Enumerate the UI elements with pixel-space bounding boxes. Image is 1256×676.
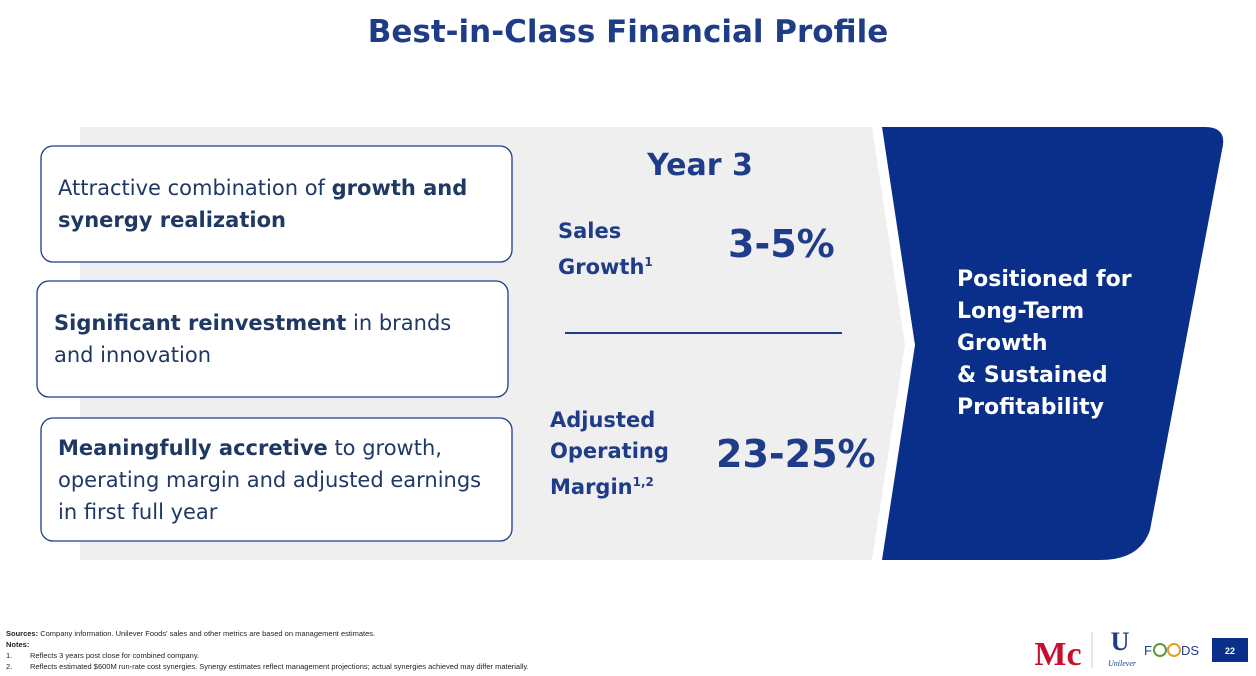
bold-text: Meaningfully accretive [58, 436, 328, 460]
box-text: Significant reinvestment in brands and i… [54, 307, 494, 371]
unilever-mark: U [1111, 627, 1130, 656]
foods-logo: F [1144, 643, 1152, 658]
panel-text: Positioned for Long-Term Growth & Sustained… [957, 264, 1132, 424]
note-text: Reflects estimated $600M run-rate cost s… [30, 661, 529, 671]
box [40, 145, 513, 263]
bold-text: Significant reinvestment [54, 311, 347, 335]
footnote-ref: 1 [644, 255, 653, 269]
box-text: Meaningfully accretive to growth, operat… [58, 432, 498, 528]
logo-circle [1153, 643, 1167, 657]
footnote-ref: 1,2 [632, 475, 654, 489]
text: Attractive combination of [58, 176, 332, 200]
text: to growth, operating margin and adjusted… [58, 436, 482, 524]
blue-panel [882, 127, 1224, 560]
panel-line: Growth [957, 331, 1048, 356]
metric-label: Adjusted Operating Margin1,2 [550, 405, 669, 503]
metric-label: Sales Growth1 [558, 216, 653, 283]
panel-line: Long-Term [957, 299, 1085, 324]
metric-label-line: Growth [558, 255, 645, 279]
metric-label-line: Operating [550, 439, 669, 463]
logo-circle [1167, 643, 1181, 657]
panel-line: & Sustained [957, 363, 1108, 388]
metric-label-line: Sales [558, 219, 622, 243]
year-heading: Year 3 [647, 148, 753, 183]
panel-line: Positioned for [957, 267, 1132, 292]
note-text: Reflects 3 years post close for combined… [30, 651, 200, 660]
box [36, 280, 509, 398]
unilever-logo: Unilever [1108, 659, 1137, 668]
notes-label: Notes: [6, 640, 30, 649]
bold-text: growth and synergy realization [58, 176, 468, 232]
sources: Sources: Company information. Unilever F… [6, 629, 375, 638]
sources-text: Company information. Unilever Foods' sal… [38, 629, 376, 638]
mccormick-logo: Mc [1034, 636, 1081, 673]
metric-label-line: Adjusted [550, 408, 656, 432]
text: in brands and innovation [54, 311, 452, 367]
note-number: 1. [6, 651, 13, 660]
metric-label-line: Margin [550, 475, 633, 499]
note-number: 2. [6, 661, 13, 671]
box-text: Attractive combination of growth and syn… [58, 172, 498, 236]
page-number: 22 [1225, 646, 1235, 656]
sources-label: Sources: [6, 629, 39, 638]
box [40, 417, 513, 542]
page-number-badge [1212, 638, 1248, 662]
foods-logo: DS [1181, 643, 1199, 658]
metric-value: 3-5% [728, 222, 835, 266]
panel-line: Profitability [957, 395, 1104, 420]
title: Best-in-Class Financial Profile [367, 14, 889, 50]
metric-value: 23-25% [716, 432, 876, 476]
